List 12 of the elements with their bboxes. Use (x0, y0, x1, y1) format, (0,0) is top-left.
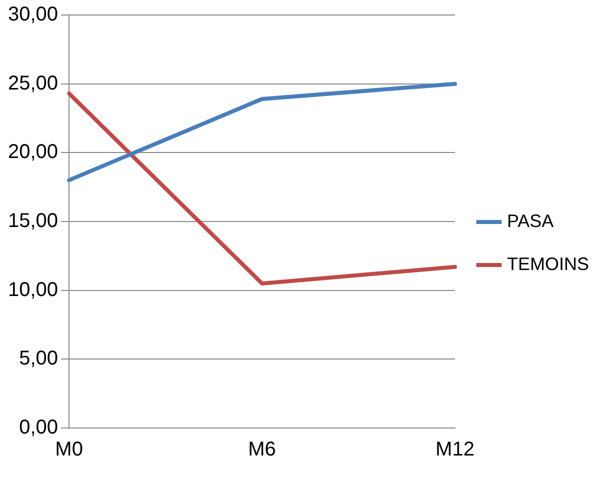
x-tick-label: M0 (55, 438, 83, 461)
legend-label: TEMOINS (507, 254, 590, 274)
y-tick-label: 15,00 (8, 210, 58, 232)
x-tick-label: M12 (436, 438, 474, 461)
y-tick-label: 10,00 (8, 278, 58, 301)
y-tick-label: 20,00 (8, 141, 58, 164)
y-tick-label: 5,00 (19, 348, 58, 370)
y-tick-label: 0,00 (19, 416, 58, 439)
x-tick-label: M6 (248, 438, 276, 461)
y-tick-label: 30,00 (8, 4, 58, 26)
legend-label: PASA (507, 210, 554, 231)
y-tick-label: 25,00 (8, 72, 58, 94)
